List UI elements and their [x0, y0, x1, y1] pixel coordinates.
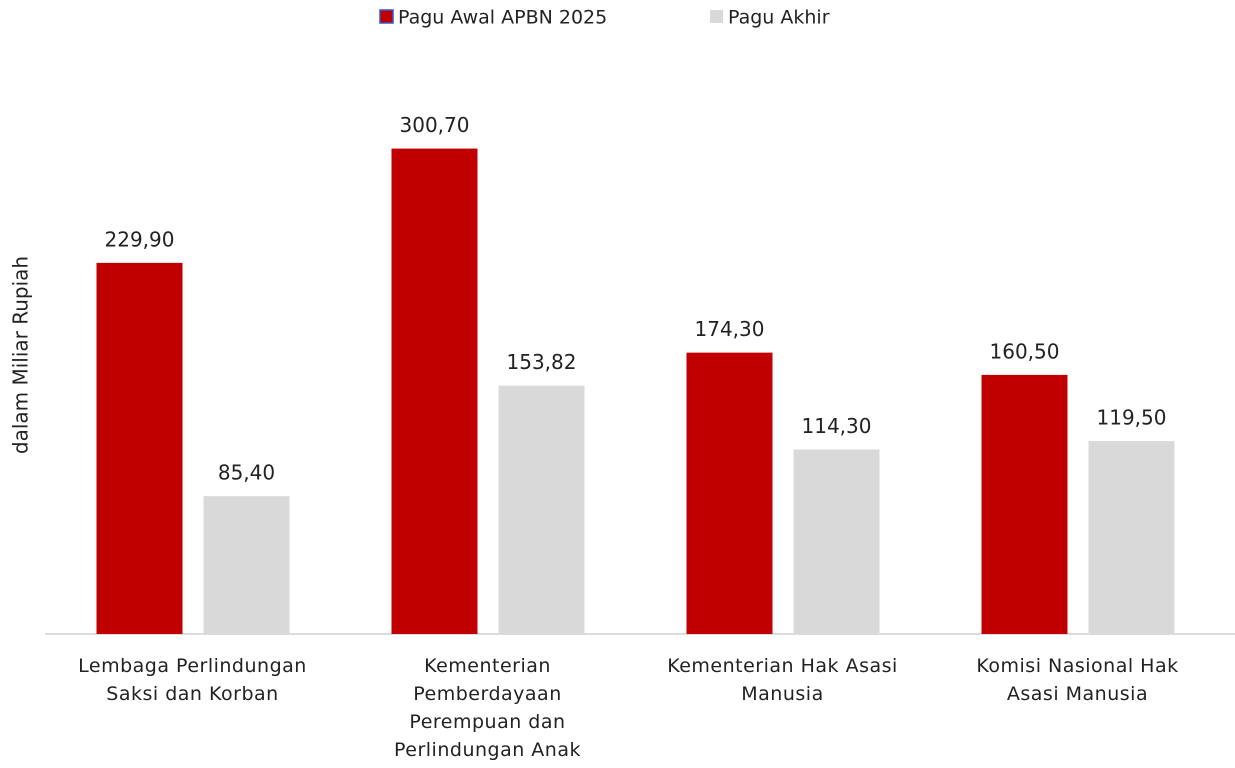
bar: [981, 374, 1068, 634]
value-label: 300,70: [400, 113, 470, 137]
legend-swatch: [710, 10, 723, 23]
x-tick-label: Komisi Nasional Hak Asasi Manusia: [976, 655, 1179, 705]
x-tick-label: Kementerian Hak Asasi Manusia: [667, 655, 898, 705]
legend-label: Pagu Akhir: [728, 7, 830, 29]
value-label: 174,30: [695, 317, 765, 341]
bar: [391, 148, 478, 634]
value-label: 114,30: [802, 414, 872, 438]
value-label: 229,90: [105, 227, 175, 251]
x-tick-label: Lembaga Perlindungan Saksi dan Korban: [78, 655, 307, 705]
bar: [96, 262, 183, 634]
bar: [1088, 441, 1175, 634]
legend-swatch: [379, 9, 394, 24]
legend-label: Pagu Awal APBN 2025: [398, 7, 607, 29]
bar: [498, 385, 585, 634]
value-label: 119,50: [1097, 406, 1167, 430]
value-label: 85,40: [218, 461, 275, 485]
bar: [686, 352, 773, 634]
bar: [793, 449, 880, 634]
y-axis-label: dalam Miliar Rupiah: [9, 256, 33, 454]
bar: [203, 496, 290, 634]
x-tick-label: Kementerian Pemberdayaan Perempuan dan P…: [394, 655, 581, 761]
value-label: 160,50: [990, 339, 1060, 363]
value-label: 153,82: [507, 350, 577, 374]
